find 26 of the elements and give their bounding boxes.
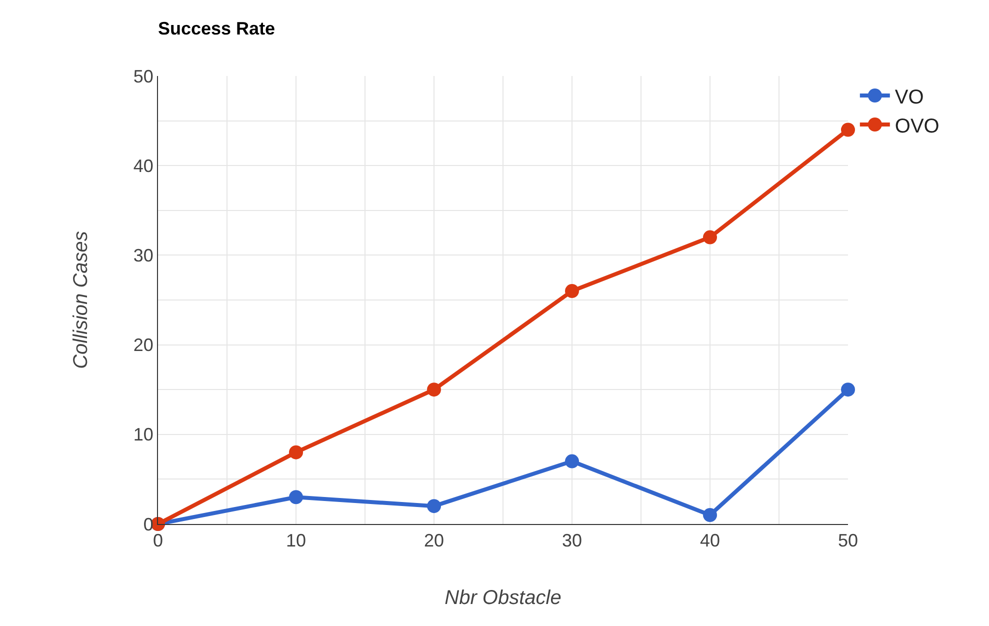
x-tick-label: 10 <box>286 530 306 551</box>
x-tick-label: 30 <box>562 530 582 551</box>
point <box>289 490 303 504</box>
legend-label: OVO <box>894 115 940 138</box>
y-tick-label: 10 <box>133 424 154 445</box>
y-tick-label: 40 <box>133 156 154 176</box>
chart-title: Success Rate <box>158 18 276 39</box>
x-tick-label: 40 <box>700 530 720 551</box>
point <box>703 230 717 244</box>
y-tick-label: 0 <box>143 514 154 534</box>
point <box>427 382 441 397</box>
y-tick-label: 20 <box>133 335 154 356</box>
y-tick-label: 50 <box>133 66 154 86</box>
x-axis-title: Nbr Obstacle <box>444 587 562 610</box>
legend-label: VO <box>894 86 924 108</box>
x-tick-label: 20 <box>424 530 444 551</box>
y-axis-title: Collision Cases <box>70 231 92 369</box>
y-tick-label: 30 <box>133 246 154 266</box>
x-tick-label: 50 <box>838 530 858 551</box>
point <box>565 454 579 468</box>
point <box>289 445 303 460</box>
point <box>565 284 579 298</box>
point <box>841 122 855 137</box>
point <box>841 382 855 397</box>
point <box>427 499 441 514</box>
point <box>703 508 717 522</box>
